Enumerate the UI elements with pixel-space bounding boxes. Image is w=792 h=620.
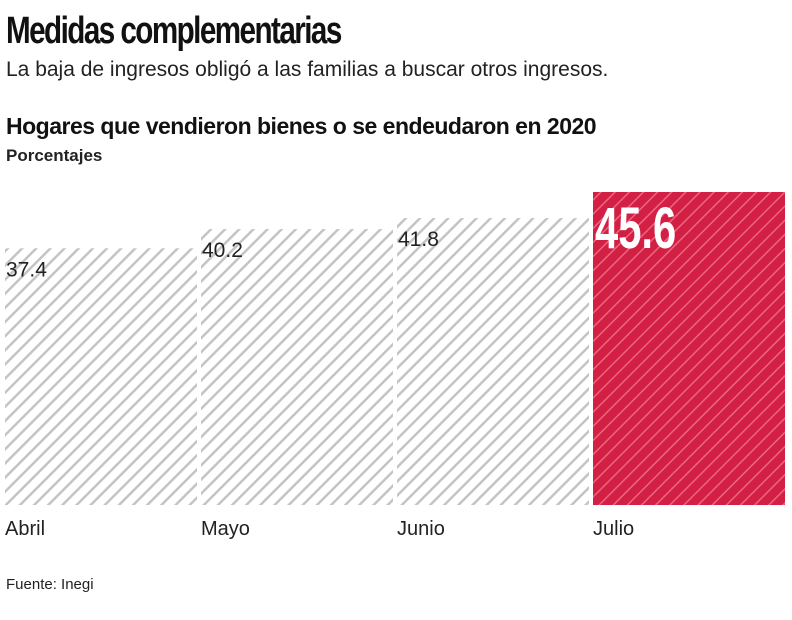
source-note: Fuente: Inegi (6, 576, 94, 593)
bar-mayo (201, 229, 393, 505)
x-tick-label: Junio (397, 518, 445, 540)
subtitle: La baja de ingresos obligó a las familia… (6, 58, 609, 81)
bar-julio (593, 192, 785, 505)
bar-junio (397, 218, 589, 506)
x-tick-label: Julio (593, 518, 634, 540)
data-label: 45.6 (595, 195, 676, 260)
x-tick-label: Abril (5, 518, 45, 540)
data-label: 37.4 (6, 258, 47, 281)
bar-abril (5, 248, 197, 505)
chart-title: Hogares que vendieron bienes o se endeud… (6, 113, 597, 139)
data-label: 40.2 (202, 239, 243, 262)
x-tick-label: Mayo (201, 518, 250, 540)
page-title: Medidas complementarias (6, 10, 342, 52)
data-label: 41.8 (398, 228, 439, 251)
y-axis-label: Porcentajes (6, 146, 103, 165)
